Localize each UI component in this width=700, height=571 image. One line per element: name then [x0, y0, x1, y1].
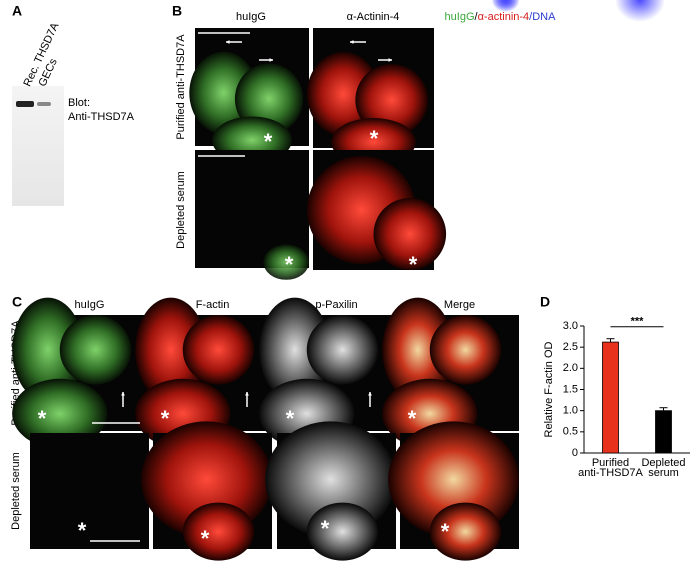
y-tick-label: 2.5 — [563, 341, 578, 353]
cell — [12, 297, 84, 402]
cell — [182, 502, 255, 561]
arrow-head — [350, 40, 354, 44]
cell — [59, 315, 132, 385]
cell — [12, 378, 108, 449]
asterisk: * — [161, 406, 170, 431]
asterisk: * — [264, 129, 273, 154]
label-line: Depleted — [641, 457, 685, 469]
label-line: Purified — [592, 457, 629, 469]
cell — [429, 502, 502, 561]
column-header: F-actin — [196, 299, 230, 311]
label-line: serum — [648, 467, 679, 479]
panel-label: D — [540, 294, 550, 310]
title-part: huIgG — [445, 11, 475, 23]
nucleus — [615, 0, 665, 22]
column-header: Merge — [444, 299, 475, 311]
cell — [259, 297, 331, 402]
zoom-box — [495, 69, 523, 103]
x-tick-label: Purified anti-THSD7A — [578, 457, 643, 479]
cell — [182, 315, 255, 385]
asterisk: * — [408, 406, 417, 431]
x-tick-label: Depleted serum — [641, 457, 685, 479]
panel-label: A — [12, 3, 22, 19]
zoom-box — [477, 187, 513, 223]
asterisk: * — [38, 406, 47, 431]
asterisk: * — [441, 519, 450, 544]
y-axis-label: Relative F-actin OD — [543, 341, 555, 437]
arrow-head — [269, 58, 273, 62]
arrow-head — [368, 392, 372, 396]
band — [16, 101, 34, 107]
y-tick-label: 1.5 — [563, 383, 578, 395]
cell — [382, 297, 454, 402]
y-tick-label: 1.0 — [563, 405, 578, 417]
cell — [263, 244, 310, 280]
asterisk: * — [285, 252, 294, 277]
nucleus — [491, 0, 520, 12]
blot-label: Anti-THSD7A — [68, 111, 135, 123]
arrow-head — [121, 392, 125, 396]
arrow-head — [476, 40, 480, 44]
cell — [135, 297, 207, 402]
y-tick-label: 0.5 — [563, 426, 578, 438]
asterisk: * — [78, 518, 87, 543]
cell — [234, 63, 304, 135]
significance: *** — [631, 316, 645, 328]
column-header: huIgG — [236, 11, 266, 23]
row-label: Depleted serum — [175, 171, 187, 249]
row-label: Depleted serum — [10, 452, 22, 530]
column-header: p-Paxilin — [315, 299, 357, 311]
cell — [429, 315, 502, 385]
asterisk: * — [409, 252, 418, 277]
arrow-head — [388, 58, 392, 62]
label-line: anti-THSD7A — [578, 467, 643, 479]
asterisk: * — [201, 526, 210, 551]
asterisk: * — [321, 516, 330, 541]
asterisk: * — [535, 252, 544, 277]
title-part: α-actinin-4 — [478, 11, 530, 23]
micrograph — [30, 433, 149, 549]
bar — [655, 410, 672, 454]
panel-label: C — [12, 294, 22, 310]
arrow-head — [245, 392, 249, 396]
bar — [602, 341, 619, 454]
asterisk: * — [370, 126, 379, 151]
column-header: huIgG/α-actinin-4/DNA — [445, 11, 557, 23]
row-label: Purified anti-THSD7A — [175, 34, 187, 140]
cell — [306, 502, 379, 561]
cell — [373, 198, 447, 270]
cell — [306, 315, 379, 385]
column-header: huIgG — [75, 299, 105, 311]
y-tick-label: 3.0 — [563, 320, 578, 332]
arrow-head — [226, 40, 230, 44]
panel-label: B — [172, 3, 182, 19]
asterisk: * — [286, 406, 295, 431]
y-tick-label: 2.0 — [563, 362, 578, 374]
title-part: / — [475, 11, 479, 23]
band — [37, 102, 51, 106]
y-tick-label: 0 — [572, 447, 578, 459]
blot-label: Blot: — [68, 97, 90, 109]
title-part: /DNA — [529, 11, 556, 23]
column-header: α-Actinin-4 — [347, 11, 400, 23]
arrow-head — [513, 58, 517, 62]
